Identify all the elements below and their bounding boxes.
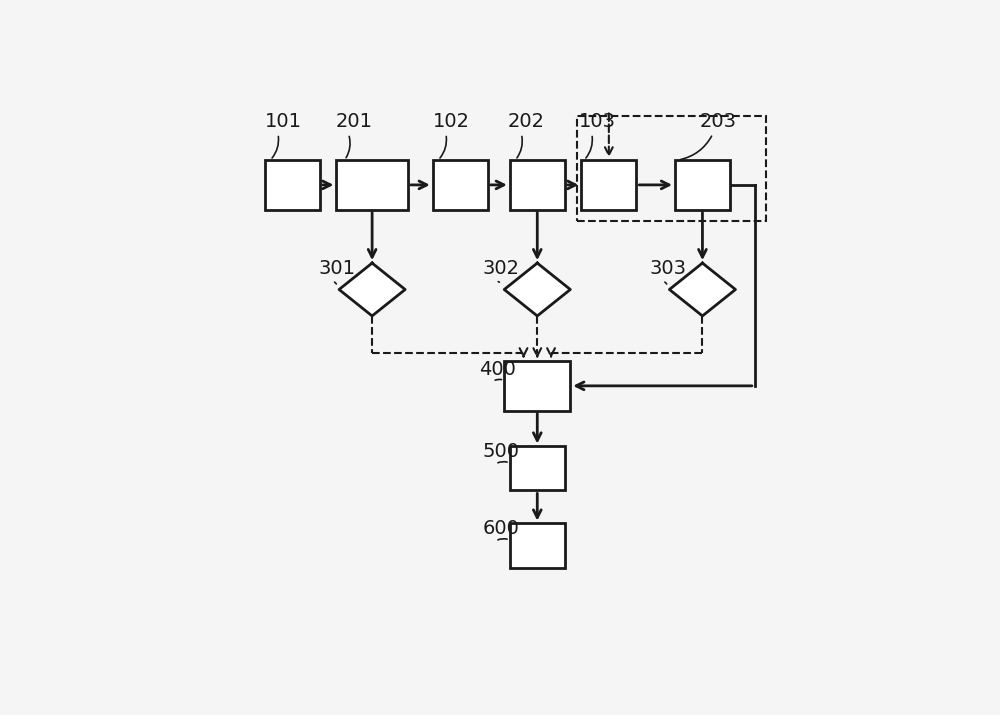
Text: 103: 103: [579, 112, 616, 131]
Bar: [510, 160, 565, 209]
Bar: [504, 361, 570, 410]
Text: 302: 302: [482, 260, 519, 278]
Bar: [510, 523, 565, 568]
Text: 202: 202: [508, 112, 545, 131]
Polygon shape: [339, 263, 405, 316]
Polygon shape: [504, 263, 570, 316]
Text: 102: 102: [433, 112, 470, 131]
Bar: [577, 116, 766, 221]
Polygon shape: [669, 263, 735, 316]
Bar: [675, 160, 730, 209]
Bar: [433, 160, 488, 209]
Bar: [510, 446, 565, 490]
Text: 500: 500: [482, 443, 519, 461]
Bar: [581, 160, 636, 209]
Text: 301: 301: [319, 260, 356, 278]
Text: 101: 101: [265, 112, 302, 131]
Text: 400: 400: [479, 360, 516, 379]
Text: 303: 303: [649, 260, 686, 278]
Bar: [265, 160, 320, 209]
Text: 203: 203: [700, 112, 737, 131]
Bar: [336, 160, 408, 209]
Text: 201: 201: [335, 112, 372, 131]
Text: 600: 600: [482, 519, 519, 538]
